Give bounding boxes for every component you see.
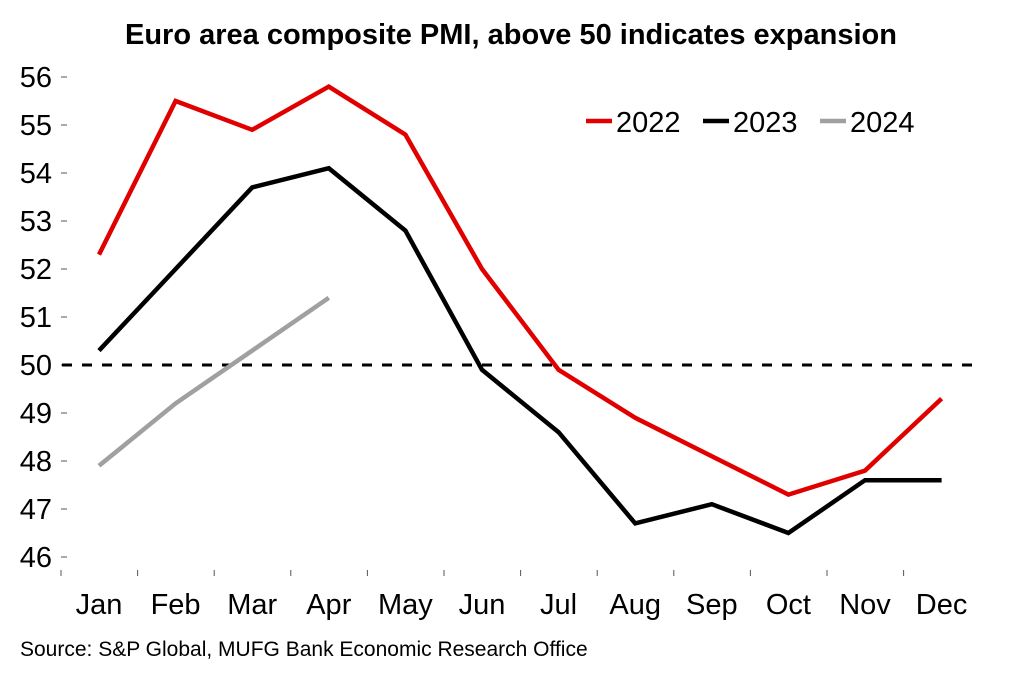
chart-title: Euro area composite PMI, above 50 indica…	[125, 19, 897, 51]
series-line-2024	[97, 295, 331, 468]
x-tick-label: Sep	[686, 589, 738, 621]
x-tick-label: Mar	[227, 589, 277, 621]
legend-label-2023: 2023	[733, 107, 798, 139]
y-axis: 46 47 48 49 50 51 52 53 54 55 56	[20, 62, 67, 574]
legend-label-2024: 2024	[850, 107, 915, 139]
legend: 2022 2023 2024	[586, 107, 915, 139]
x-tick-label: Jun	[459, 589, 506, 621]
x-tick-label: Feb	[151, 589, 201, 621]
x-tick-label: Nov	[839, 589, 891, 621]
y-tick-label: 50	[20, 350, 52, 382]
x-tick-label: May	[378, 589, 433, 621]
series-line-2022	[96, 83, 944, 498]
y-tick-label: 54	[20, 158, 52, 190]
x-tick-label: Jan	[76, 589, 123, 621]
x-tick-label: Jul	[540, 589, 577, 621]
y-tick-label: 56	[20, 62, 52, 94]
y-tick-label: 51	[20, 302, 52, 334]
x-tick-label: Apr	[306, 589, 351, 621]
x-tick-label: Aug	[609, 589, 661, 621]
series-group	[96, 83, 944, 536]
series-line-2023	[97, 165, 942, 536]
x-axis: Jan Feb Mar Apr May Jun Jul Aug Sep Oct Nov Dec	[60, 570, 968, 621]
legend-label-2022: 2022	[616, 107, 681, 139]
y-tick-label: 52	[20, 254, 52, 286]
y-tick-label: 49	[20, 398, 52, 430]
x-tick-label: Dec	[916, 589, 968, 621]
y-tick-label: 55	[20, 110, 52, 142]
x-tick-label: Oct	[766, 589, 811, 621]
source-note: Source: S&P Global, MUFG Bank Economic R…	[20, 638, 588, 661]
y-tick-label: 53	[20, 206, 52, 238]
y-tick-label: 46	[20, 542, 52, 574]
y-tick-label: 48	[20, 446, 52, 478]
y-tick-label: 47	[20, 494, 52, 526]
